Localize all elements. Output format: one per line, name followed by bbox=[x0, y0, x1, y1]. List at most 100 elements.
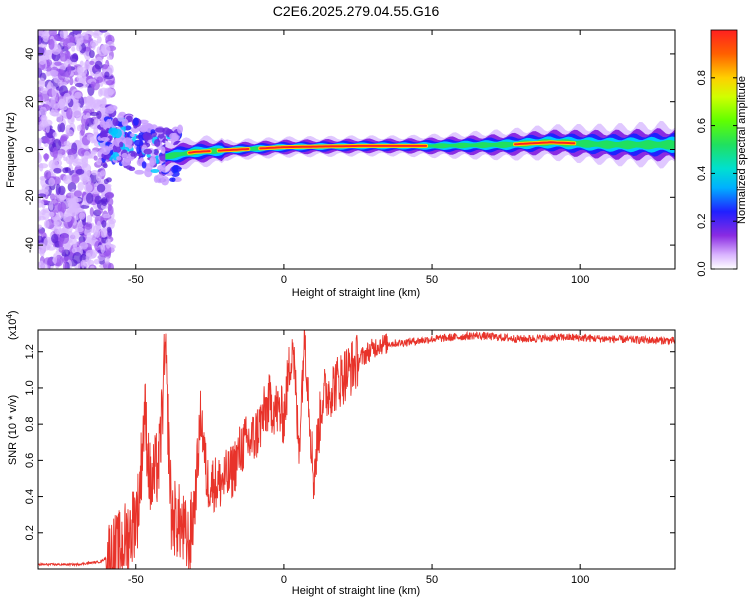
spectral-noise-blob bbox=[54, 61, 62, 66]
spectral-blob bbox=[136, 144, 141, 155]
y-tick-label: 0 bbox=[24, 146, 36, 152]
spectral-noise-blob bbox=[38, 146, 44, 152]
spectral-noise-blob bbox=[53, 216, 62, 228]
spectral-noise-blob bbox=[38, 46, 45, 57]
spectral-blob bbox=[154, 139, 161, 147]
x-tick-label: 100 bbox=[571, 574, 589, 586]
spectral-noise-blob bbox=[96, 220, 101, 231]
spectral-noise-blob bbox=[79, 60, 84, 67]
spectral-noise-blob bbox=[96, 183, 106, 193]
spectral-noise-blob bbox=[51, 86, 57, 98]
x-tick-label: 100 bbox=[571, 274, 589, 286]
spectral-noise-blob bbox=[79, 241, 89, 250]
spectral-noise-blob bbox=[87, 96, 96, 105]
spectral-blob bbox=[119, 141, 124, 148]
spectral-noise-blob bbox=[86, 214, 93, 224]
x-tick-label: -50 bbox=[128, 274, 144, 286]
spectral-noise-blob bbox=[102, 261, 112, 269]
spectral-noise-blob bbox=[90, 170, 99, 176]
spectral-noise-blob bbox=[44, 153, 49, 162]
spectral-noise-blob bbox=[55, 183, 61, 196]
spectral-noise-blob bbox=[70, 54, 79, 63]
spectral-noise-blob bbox=[77, 182, 85, 191]
spectral-noise-blob bbox=[101, 196, 108, 206]
spectral-noise-blob bbox=[57, 70, 66, 81]
snr-multiplier-close: ) bbox=[7, 310, 19, 314]
spectral-noise-blob bbox=[43, 257, 53, 266]
spectral-blob bbox=[150, 129, 156, 134]
spectral-blob bbox=[149, 158, 155, 168]
spectral-noise-blob bbox=[48, 201, 54, 211]
spectral-noise-blob bbox=[106, 226, 112, 233]
spectral-noise-blob bbox=[89, 207, 94, 217]
spectral-noise-blob bbox=[102, 213, 111, 219]
spectral-noise-blob bbox=[94, 229, 101, 238]
spectral-noise-blob bbox=[42, 30, 50, 43]
spectral-noise-blob bbox=[76, 124, 82, 132]
spectral-noise-blob bbox=[65, 129, 74, 137]
spectral-noise-blob bbox=[59, 64, 67, 71]
spectral-blob bbox=[113, 128, 122, 139]
svg-text:(x104): (x104) bbox=[5, 310, 19, 340]
spectral-noise-blob bbox=[51, 233, 59, 244]
spectral-noise-blob bbox=[93, 32, 99, 39]
spectral-blob bbox=[171, 132, 179, 142]
spectral-noise-blob bbox=[100, 228, 107, 238]
spectral-noise-blob bbox=[38, 230, 44, 235]
spectral-noise-blob bbox=[104, 88, 115, 95]
spectral-noise-blob bbox=[49, 193, 56, 201]
y-tick-label: -40 bbox=[24, 237, 36, 253]
spectral-noise-blob bbox=[105, 191, 115, 199]
spectrogram-image bbox=[38, 30, 675, 269]
ridge-core bbox=[514, 141, 576, 146]
spectral-blob bbox=[99, 131, 108, 139]
spectral-noise-blob bbox=[93, 155, 98, 161]
spectral-noise-blob bbox=[100, 243, 106, 254]
spectral-blob bbox=[121, 118, 129, 127]
y-tick-label: 0.2 bbox=[24, 525, 36, 540]
spectral-noise-blob bbox=[39, 106, 47, 117]
snr-series-line bbox=[38, 330, 675, 569]
spectral-blob bbox=[116, 156, 122, 161]
spectrogram-axes: -50 0 50 100 -40 -20 0 20 40 bbox=[24, 30, 675, 286]
spectral-noise-blob bbox=[49, 109, 60, 117]
spectral-blob bbox=[141, 122, 152, 129]
spectral-noise-blob bbox=[98, 88, 103, 97]
ridge-core bbox=[259, 144, 428, 150]
spectral-noise-blob bbox=[104, 256, 110, 264]
spectral-noise-blob bbox=[101, 97, 107, 104]
spectral-blob bbox=[127, 131, 133, 140]
spectral-noise-blob bbox=[86, 232, 92, 243]
spectral-noise-blob bbox=[59, 122, 66, 133]
spectral-blob bbox=[100, 137, 110, 142]
colorbar-tick-label: 0.8 bbox=[696, 70, 708, 85]
spectral-noise-blob bbox=[38, 137, 43, 144]
spectral-noise-blob bbox=[75, 114, 82, 122]
spectral-noise-blob bbox=[72, 161, 83, 167]
spectral-blob bbox=[107, 104, 118, 112]
spectral-noise-blob bbox=[48, 38, 55, 50]
spectral-blob bbox=[150, 168, 160, 173]
spectral-noise-blob bbox=[57, 81, 68, 87]
ridge-core bbox=[217, 148, 250, 152]
spectral-noise-blob bbox=[104, 71, 110, 78]
spectral-noise-blob bbox=[48, 30, 58, 37]
spectral-noise-blob bbox=[80, 259, 86, 269]
spectral-noise-blob bbox=[101, 220, 107, 228]
spectral-noise-blob bbox=[75, 82, 84, 88]
spectral-noise-blob bbox=[65, 167, 71, 173]
ridge-core bbox=[188, 150, 211, 154]
spectral-noise-blob bbox=[105, 250, 112, 259]
spectral-noise-blob bbox=[42, 263, 49, 269]
figure-title: C2E6.2025.279.04.55.G16 bbox=[273, 3, 440, 19]
spectral-blob bbox=[126, 165, 133, 170]
snr-frame bbox=[37, 329, 676, 570]
spectral-noise-blob bbox=[103, 178, 109, 185]
spectral-noise-blob bbox=[50, 97, 56, 109]
spectral-noise-blob bbox=[66, 148, 76, 155]
spectral-blob bbox=[141, 161, 147, 169]
spectral-noise-blob bbox=[93, 258, 100, 265]
snr-multiplier: (x104) bbox=[5, 310, 19, 340]
colorbar-tick-label: 0.6 bbox=[696, 118, 708, 133]
spectral-noise-blob bbox=[59, 37, 65, 42]
